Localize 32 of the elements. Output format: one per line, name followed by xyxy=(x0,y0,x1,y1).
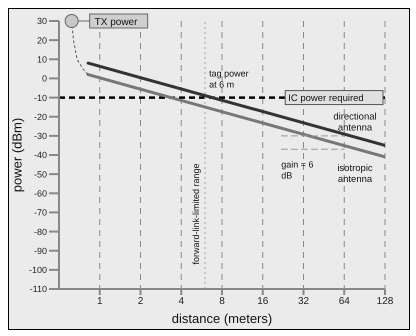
x-axis-title: distance (meters) xyxy=(172,311,272,326)
y-tick-label: -30 xyxy=(34,131,47,142)
y-tick-label: 20 xyxy=(36,35,47,46)
y-tick-label: 0 xyxy=(42,74,47,84)
annotation: tag power at 6 m xyxy=(209,68,249,90)
y-tick-label: -40 xyxy=(34,150,47,160)
x-tick-label: 8 xyxy=(219,296,226,308)
y-tick-label: -70 xyxy=(34,208,47,218)
y-tick-label: -90 xyxy=(34,246,47,256)
x-tick-label: 1 xyxy=(96,296,103,308)
x-tick-label: 128 xyxy=(376,296,394,308)
y-tick-label: -20 xyxy=(34,112,47,122)
series-label: directional antenna xyxy=(333,111,377,134)
y-tick-label: -50 xyxy=(34,169,47,180)
y-tick-label: -80 xyxy=(34,226,47,237)
y-tick-label: 10 xyxy=(36,54,47,64)
ref-line-label: IC power required xyxy=(288,93,364,104)
legend-label: TX power xyxy=(94,17,138,28)
x-tick-label: 16 xyxy=(257,296,269,308)
x-tick-label: 64 xyxy=(338,296,350,308)
x-tick-label: 32 xyxy=(298,296,310,308)
y-tick-label: -60 xyxy=(34,188,47,198)
series-label: isotropic antenna xyxy=(337,162,373,185)
y-tick-label: -10 xyxy=(34,92,47,103)
ref-line-label: forward-link-limited range xyxy=(191,163,202,264)
y-tick-label: -100 xyxy=(28,265,47,276)
y-tick-label: -110 xyxy=(30,284,47,294)
y-axis-title: power (dBm) xyxy=(10,118,25,192)
x-tick-label: 4 xyxy=(178,296,184,308)
annotation: gain = 6 dB xyxy=(281,159,314,180)
x-tick-label: 2 xyxy=(138,296,144,308)
y-tick-label: 30 xyxy=(36,16,47,26)
